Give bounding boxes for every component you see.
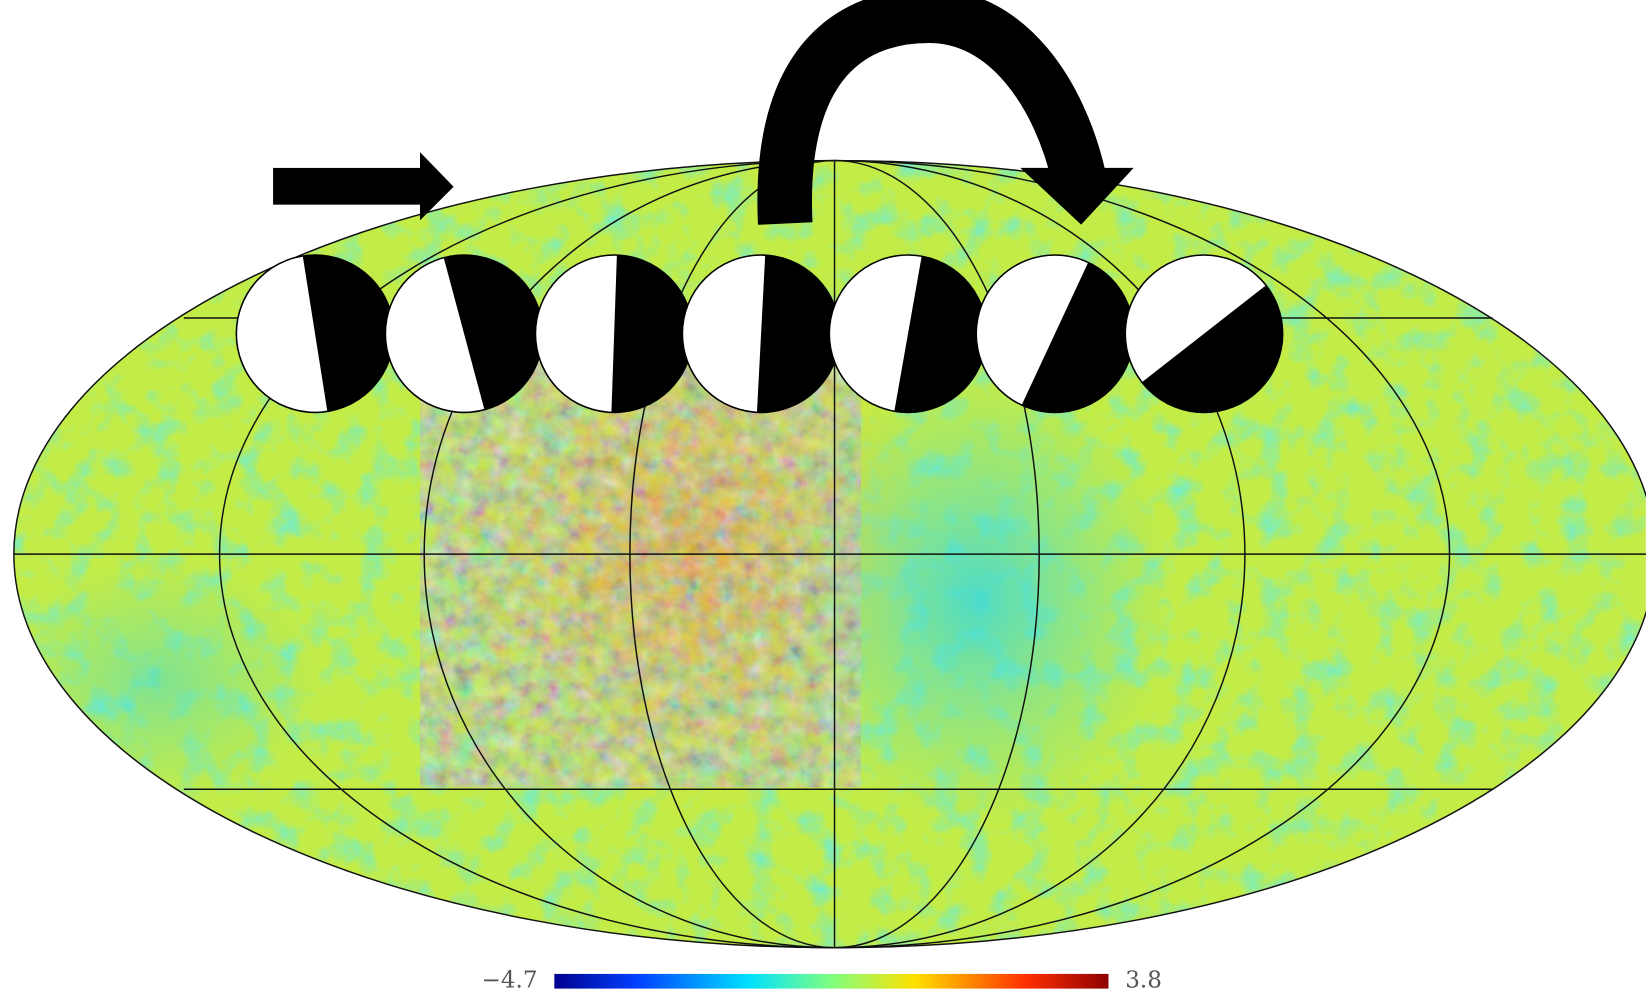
disc-black: [609, 255, 693, 413]
disc-sequence: [235, 254, 1284, 414]
colorbar: [554, 973, 1109, 989]
disc-half: [609, 255, 693, 413]
sky-map: [13, 160, 1646, 948]
disc-black: [754, 255, 840, 413]
disc-half: [431, 255, 543, 413]
straight-arrow-shaft: [273, 167, 423, 205]
disc-black: [431, 255, 543, 413]
straight-arrow-head: [420, 152, 454, 221]
colorbar-max-label: 3.8: [1125, 967, 1162, 993]
disc: [681, 254, 841, 414]
disc: [534, 254, 694, 414]
disc-half: [754, 255, 840, 413]
curved-arrow-head: [1020, 167, 1134, 225]
colorbar-min-label: −4.7: [481, 967, 537, 993]
curved-arrow-shaft: [757, 0, 1106, 225]
disc-outline: [1124, 254, 1284, 414]
disc: [1124, 254, 1284, 414]
disc-black: [1125, 256, 1283, 413]
disc: [384, 254, 544, 414]
disc-black: [1001, 255, 1134, 413]
arrows: [273, 0, 1134, 225]
disc-half: [1001, 255, 1134, 413]
disc-half: [1125, 256, 1283, 413]
